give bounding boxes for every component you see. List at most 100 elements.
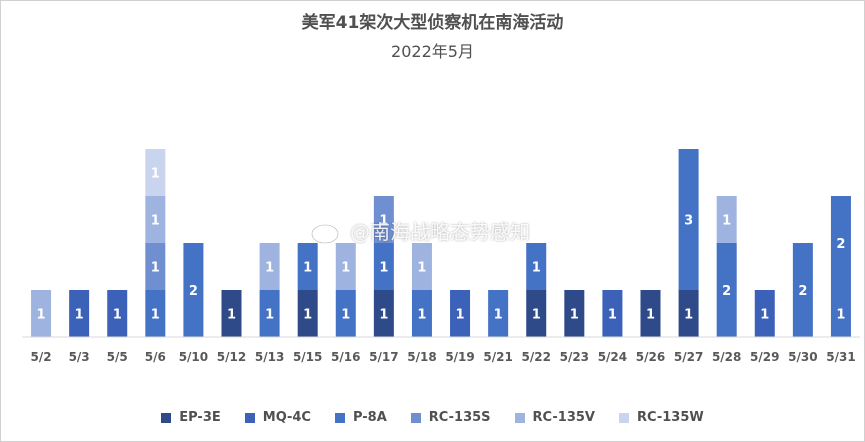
- data-label: 1: [341, 308, 350, 323]
- x-tick-label: 5/16: [331, 350, 360, 364]
- x-tick-label: 5/23: [560, 350, 589, 364]
- data-label: 1: [113, 308, 122, 323]
- bar-segment: [640, 290, 661, 337]
- x-tick-label: 5/18: [407, 350, 436, 364]
- x-tick-label: 5/29: [750, 350, 779, 364]
- bar-segment: [335, 243, 356, 290]
- bar-segment: [297, 290, 318, 337]
- data-label: 1: [532, 261, 541, 276]
- bar-segment: [488, 290, 509, 337]
- data-label: 1: [37, 308, 46, 323]
- legend-item: P-8A: [334, 410, 387, 425]
- legend-item: MQ-4C: [244, 410, 311, 425]
- x-tick-label: 5/19: [445, 350, 474, 364]
- data-label: 1: [151, 308, 160, 323]
- x-tick-label: 5/17: [369, 350, 398, 364]
- data-label: 1: [417, 308, 426, 323]
- x-tick-label: 5/27: [674, 350, 703, 364]
- data-label: 1: [227, 308, 236, 323]
- x-tick-label: 5/30: [788, 350, 817, 364]
- legend-swatch: [410, 412, 421, 423]
- weibo-icon: [310, 219, 343, 244]
- legend-item: RC-135W: [619, 410, 704, 425]
- data-label: 1: [151, 167, 160, 182]
- x-tick-label: 5/22: [522, 350, 551, 364]
- data-label: 1: [646, 308, 655, 323]
- bar-segment: [411, 243, 432, 290]
- bar-segment: [564, 290, 585, 337]
- bar-segment: [373, 196, 394, 243]
- data-label: 1: [722, 214, 731, 229]
- chart-subtitle: 2022年5月: [391, 42, 474, 61]
- bar-segment: [526, 290, 547, 337]
- legend-label: RC-135S: [428, 410, 491, 425]
- bar-segment: [259, 243, 280, 290]
- legend-swatch: [244, 412, 255, 423]
- data-label: 1: [417, 261, 426, 276]
- x-tick-label: 5/24: [598, 350, 627, 364]
- bar-segment: [221, 290, 242, 337]
- watermark: @南海战略态势感知: [310, 216, 530, 245]
- x-tick-label: 5/28: [712, 350, 741, 364]
- legend-item: RC-135V: [514, 410, 595, 425]
- bar-segment: [716, 243, 737, 337]
- bar-segment: [602, 290, 623, 337]
- x-tick-label: 5/15: [293, 350, 322, 364]
- bar-segment: [754, 290, 775, 337]
- bar-segment: [373, 290, 394, 337]
- data-label: 1: [303, 308, 312, 323]
- x-tick-label: 5/13: [255, 350, 284, 364]
- bar-segment: [145, 196, 166, 243]
- bar-segment: [31, 290, 52, 337]
- data-label: 2: [722, 284, 731, 299]
- bar-segment: [259, 290, 280, 337]
- bar-segment: [411, 290, 432, 337]
- data-label: 1: [456, 308, 465, 323]
- data-label: 1: [836, 308, 845, 323]
- legend-item: RC-135S: [410, 410, 491, 425]
- data-label: 2: [836, 237, 845, 252]
- legend-label: RC-135V: [532, 410, 595, 425]
- legend-label: EP-3E: [179, 410, 221, 425]
- legend-label: RC-135W: [637, 410, 704, 425]
- data-label: 1: [151, 261, 160, 276]
- x-tick-label: 5/26: [636, 350, 665, 364]
- data-label: 1: [379, 261, 388, 276]
- bar-segment: [145, 290, 166, 337]
- data-label: 1: [760, 308, 769, 323]
- bar-segment: [678, 149, 699, 290]
- legend-swatch: [619, 412, 629, 423]
- legend-swatch: [161, 412, 172, 423]
- x-tick-label: 5/6: [145, 350, 166, 364]
- bar-segment: [145, 243, 166, 290]
- bar-segment: [450, 290, 471, 337]
- data-label: 1: [303, 261, 312, 276]
- bar-segment: [335, 290, 356, 337]
- data-label: 1: [494, 308, 503, 323]
- bar-segment: [830, 290, 851, 337]
- x-tick-label: 5/2: [30, 350, 51, 364]
- bar-segment: [716, 196, 737, 243]
- watermark-text: @南海战略态势感知: [350, 220, 530, 244]
- bar-segment: [107, 290, 128, 337]
- bar-segment: [69, 290, 90, 337]
- data-label: 1: [151, 214, 160, 229]
- x-tick-label: 5/3: [69, 350, 90, 364]
- bar-segment: [678, 290, 699, 337]
- bar-segment: [183, 243, 204, 337]
- x-tick-label: 5/31: [826, 350, 855, 364]
- data-label: 1: [532, 308, 541, 323]
- data-label: 1: [265, 261, 274, 276]
- x-tick-label: 5/12: [217, 350, 246, 364]
- x-tick-label: 5/21: [483, 350, 512, 364]
- data-label: 1: [265, 308, 274, 323]
- chart-title: 美军41架次大型侦察机在南海活动: [301, 13, 564, 33]
- legend: EP-3E MQ-4C P-8A RC-135S RC-135V RC-135W: [0, 410, 865, 425]
- bar-segment: [830, 196, 851, 290]
- x-tick-label: 5/5: [107, 350, 128, 364]
- bar-segment: [373, 243, 394, 290]
- legend-label: MQ-4C: [262, 410, 311, 425]
- data-label: 3: [684, 214, 693, 229]
- data-label: 1: [684, 308, 693, 323]
- bar-segment: [792, 243, 813, 337]
